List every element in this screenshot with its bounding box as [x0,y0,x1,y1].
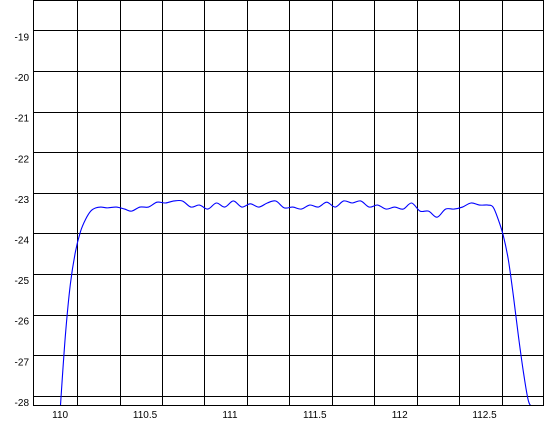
x-tick-label-2: 111 [222,410,238,421]
x-tick-label-4: 112 [392,410,408,421]
series-line-0 [59,199,539,406]
y-tick-label-5: -24 [15,236,30,247]
y-tick-label-4: -23 [15,195,30,206]
x-tick-labels: 110 110.5 111 111.5 112 112.5 [52,410,497,421]
grid-lines [33,0,544,406]
y-tick-labels: -19 -20 -21 -22 -23 -24 -25 -26 -27 -28 [15,33,30,409]
y-tick-label-9: -28 [15,398,30,409]
y-tick-label-7: -26 [15,317,30,328]
plot-frame [33,0,544,406]
y-tick-label-2: -21 [15,114,30,125]
y-tick-label-6: -25 [15,276,30,287]
x-tick-label-1: 110.5 [133,410,158,421]
series-layer [59,199,539,406]
y-tick-label-1: -20 [15,73,30,84]
y-tick-label-0: -19 [15,33,30,44]
y-tick-label-8: -27 [15,357,30,368]
x-tick-label-3: 111.5 [303,410,327,421]
x-tick-label-5: 112.5 [472,410,497,421]
y-tick-label-3: -22 [15,154,30,165]
x-tick-label-0: 110 [52,410,68,421]
